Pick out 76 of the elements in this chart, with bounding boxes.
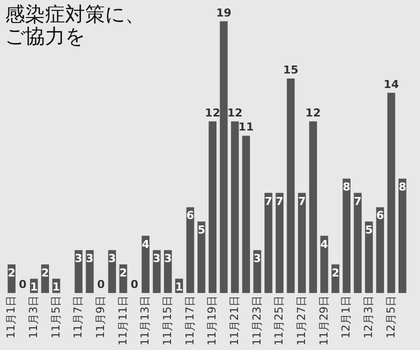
data-label: 14 [384,78,400,91]
data-label: 3 [253,252,262,266]
data-label: 3 [86,252,94,266]
x-tick-label: 11月21日 [228,296,241,346]
data-label: 12 [204,106,220,120]
bar [286,78,295,293]
x-tick-label: 11月9日 [94,296,107,338]
data-label: 1 [175,280,183,294]
bar [354,192,362,293]
data-label: 7 [264,194,272,208]
data-label: 5 [198,224,206,236]
x-tick-label: 11月27日 [294,296,308,346]
data-label: 2 [8,266,16,280]
bar [298,192,306,293]
data-label: 0 [130,278,139,291]
data-label: 4 [320,238,328,251]
data-label: 7 [354,194,362,208]
x-tick-label: 11月25日 [272,296,286,346]
data-label: 12 [227,106,243,120]
data-label: 6 [186,209,194,222]
data-label: 3 [152,252,161,266]
x-tick-label: 11月7日 [72,296,85,338]
data-label: 2 [332,266,340,280]
bar [142,236,150,293]
text: ご協力を [5,24,86,48]
data-label: 2 [41,266,49,280]
data-label: 3 [164,252,172,266]
bar [164,250,172,293]
bar [264,192,272,293]
bar [342,178,350,293]
bar [208,121,216,293]
data-label: 12 [305,106,321,120]
x-tick-label: 11月11日 [116,296,130,346]
bar [398,178,406,293]
data-label: 7 [276,194,284,208]
x-tick-label: 11月3日 [26,296,40,338]
data-label: 2 [119,266,128,280]
x-tick-label: 11月17日 [183,296,196,346]
data-label: 5 [365,224,373,236]
data-label: 3 [74,252,82,266]
bar [387,92,396,293]
data-label: 15 [283,64,298,76]
data-label: 7 [298,194,306,208]
bar [276,192,284,293]
bar [242,136,250,293]
x-tick-label: 11月23日 [250,296,264,346]
bar [74,250,82,293]
data-label: 8 [342,180,350,194]
bar [220,21,228,293]
x-tick-label: 11月19日 [206,296,219,346]
data-label: 1 [52,280,60,294]
data-label: 6 [376,209,384,222]
x-tick-label: 11月5日 [49,296,62,338]
x-tick-label: 11月13日 [138,296,152,346]
data-label: 1 [30,280,38,294]
data-label: 0 [18,278,27,291]
data-label: 4 [142,238,150,251]
x-tick-label: 12月1日 [340,296,353,338]
data-label: 0 [97,278,106,291]
bar [365,222,373,293]
bar [108,250,116,293]
data-label: 19 [216,6,232,20]
bar [231,121,239,293]
bar [309,121,317,293]
x-tick-label: 11月29日 [317,296,330,346]
text: 感染症対策に、 [5,2,146,26]
data-label: 11 [238,120,254,134]
data-label: 8 [398,180,406,194]
x-tick-label: 11月1日 [4,296,18,338]
bar [376,207,384,293]
x-tick-label: 11月15日 [160,296,174,346]
bar [198,222,206,293]
bar [186,207,194,293]
x-tick-label: 12月3日 [362,296,375,338]
data-label: 3 [108,252,116,266]
x-tick-label: 12月5日 [384,296,398,338]
